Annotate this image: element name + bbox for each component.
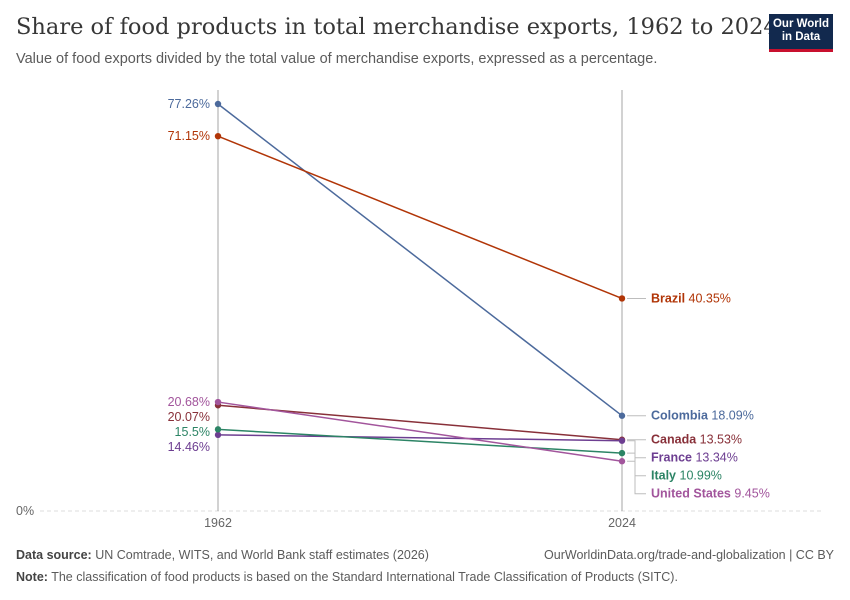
series-name: France [651,451,692,465]
end-series-label: France 13.34% [651,451,738,465]
note-label: Note: [16,570,48,584]
chart-footer: Data source: UN Comtrade, WITS, and Worl… [16,547,834,591]
series-line [217,428,623,454]
series-point-end [618,449,626,457]
end-series-label: Canada 13.53% [651,433,742,447]
end-value: 9.45% [731,487,770,501]
series-line [217,135,623,300]
note-text: The classification of food products is b… [51,570,678,584]
series-point-end [618,437,626,444]
end-series-label: Italy 10.99% [651,469,722,483]
slope-chart: 0% 1962 2024 77.26% 71.15% 20.68%20.07%15.5%… [16,90,822,530]
start-value-label: 14.46% [168,440,210,454]
start-value-label: 20.07% [168,410,210,424]
series-line [217,434,623,442]
series-name: Colombia [651,409,709,423]
start-value-label: 15.5% [175,425,210,439]
logo-line-1: Our World [772,18,829,30]
end-value: 13.53% [696,433,742,447]
x-tick-label: 1962 [204,516,232,530]
source-text: UN Comtrade, WITS, and World Bank staff … [95,548,429,562]
end-value: 10.99% [676,469,722,483]
end-label-connector [627,440,646,459]
end-label-connector [627,460,646,495]
series-name: United States [651,487,731,501]
series-name: Canada [651,433,697,447]
start-value-label: 71.15% [168,129,210,143]
chart-series [214,100,626,465]
source-url-link[interactable]: OurWorldinData.org/trade-and-globalizati… [544,548,834,562]
end-value: 13.34% [692,451,738,465]
series-line [217,404,623,441]
series-point-start [214,132,222,140]
series-point-start [214,100,222,108]
chart-labels: 77.26% 71.15% 20.68%20.07%15.5%14.46% Brazi… [168,97,770,501]
end-series-label: Brazil 40.35% [651,291,731,305]
series-point-start [214,426,222,433]
chart-title: Share of food products in total merchand… [16,14,778,40]
x-tick-label: 2024 [608,516,636,530]
end-label-connector [627,452,646,477]
start-value-label: 77.26% [168,97,210,111]
end-series-label: United States 9.45% [651,487,770,501]
series-line [217,401,623,462]
end-series-label: Colombia 18.09% [651,409,754,423]
series-point-end [618,458,626,465]
series-name: Italy [651,469,676,483]
series-point-end [618,295,626,302]
start-value-label: 20.68% [168,395,210,409]
end-value: 40.35% [685,291,731,305]
chart-subtitle: Value of food exports divided by the tot… [16,51,658,67]
series-point-start [214,431,222,439]
series-name: Brazil [651,291,685,305]
series-line [217,103,623,417]
logo-line-2: in Data [781,31,821,43]
series-point-end [618,412,626,419]
y-tick-label: 0% [16,504,34,518]
source-label: Data source: [16,548,92,562]
end-value: 18.09% [708,409,754,423]
owid-logo[interactable]: Our World in Data [769,14,833,52]
series-point-start [214,398,222,406]
